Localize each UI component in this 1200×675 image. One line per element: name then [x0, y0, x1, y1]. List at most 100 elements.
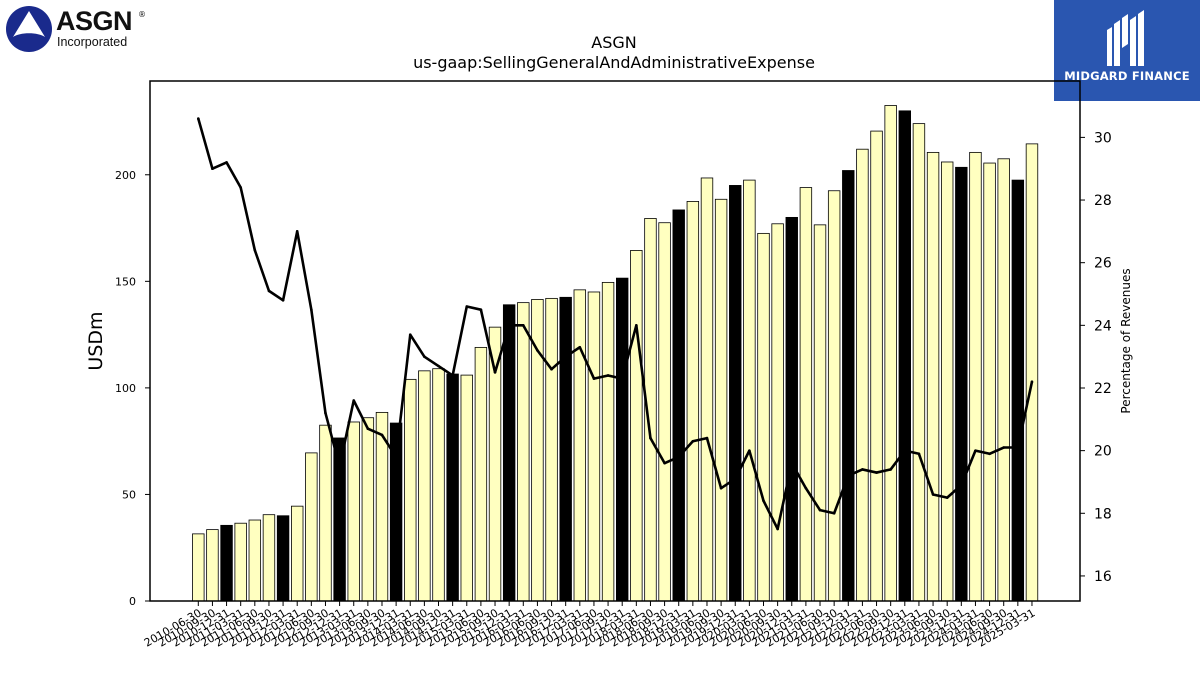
bar-series: [192, 105, 1039, 602]
percentage-point-2019-09-30: [719, 486, 723, 490]
bar-2022-03-31: [856, 148, 869, 602]
percentage-point-2021-09-30: [832, 511, 836, 515]
bar-2011-09-30: [262, 514, 276, 602]
percentage-point-2017-03-31: [578, 345, 582, 349]
bar-2019-06-30: [700, 177, 714, 602]
bar-2020-12-31: [785, 216, 798, 602]
percentage-point-2015-06-30: [479, 308, 483, 311]
percentage-point-2019-03-31: [691, 439, 695, 443]
percentage-point-2011-03-31: [239, 186, 242, 189]
percentage-point-2024-03-31: [974, 449, 977, 452]
percentage-point-2013-06-30: [366, 427, 370, 431]
percentage-point-2013-09-30: [380, 433, 384, 437]
bar-2020-03-31: [743, 179, 756, 602]
bar-2024-09-30: [997, 158, 1010, 602]
bar-2020-09-30: [771, 223, 784, 602]
percentage-point-2020-12-31: [790, 461, 794, 465]
bar-2018-03-31: [630, 250, 643, 602]
percentage-point-2022-06-30: [875, 471, 878, 474]
percentage-point-2018-06-30: [649, 436, 652, 440]
percentage-point-2014-09-30: [437, 364, 440, 368]
percentage-point-2018-12-31: [677, 455, 681, 459]
percentage-point-2012-03-31: [295, 230, 299, 233]
percentage-line-series: [197, 117, 1034, 531]
bar-2022-06-30: [870, 130, 883, 602]
bar-2010-06-30: [192, 533, 205, 602]
bar-2012-06-30: [305, 452, 318, 602]
bar-2018-09-30: [658, 222, 671, 602]
bar-2015-03-31: [460, 374, 473, 602]
asgn-logo-subtitle: Incorporated: [57, 35, 128, 49]
percentage-point-2011-12-31: [281, 298, 285, 302]
bar-2011-03-31: [234, 522, 247, 602]
y-tick-label: 50: [122, 488, 136, 501]
percentage-point-2019-12-31: [733, 477, 737, 481]
bar-2014-09-30: [432, 368, 445, 602]
asgn-registered-mark: ®: [138, 10, 146, 19]
percentage-point-2015-03-31: [465, 305, 469, 308]
percentage-point-2014-06-30: [423, 355, 426, 358]
bar-2024-06-30: [983, 162, 996, 602]
percentage-point-2012-12-31: [338, 465, 341, 468]
percentage-point-2022-03-31: [861, 468, 864, 471]
bar-2016-03-31: [517, 302, 530, 602]
percentage-point-2021-06-30: [818, 508, 822, 512]
bar-2017-06-30: [587, 291, 601, 602]
y2-tick-label: 20: [1094, 444, 1112, 460]
percentage-point-2017-09-30: [606, 374, 610, 377]
bar-2025-03-31: [1025, 143, 1039, 602]
percentage-point-2023-03-31: [917, 452, 921, 456]
bar-2019-03-31: [686, 201, 700, 602]
bar-2012-03-31: [291, 505, 304, 602]
percentage-point-2010-06-30: [197, 117, 200, 120]
bar-2021-12-31: [842, 170, 855, 602]
percentage-point-2017-06-30: [592, 377, 596, 380]
percentage-point-2023-09-30: [945, 496, 949, 499]
percentage-point-2010-12-31: [225, 161, 228, 164]
bar-2016-12-31: [559, 296, 572, 602]
right-y-axis: 16 18 20 22 24 26 28 30: [1080, 130, 1112, 585]
bar-2010-12-31: [220, 524, 233, 602]
percentage-point-2015-09-30: [493, 371, 497, 374]
midgard-logo-name: MIDGARD FINANCE: [1064, 69, 1190, 83]
percentage-point-2011-06-30: [253, 248, 257, 252]
percentage-point-2011-09-30: [267, 289, 271, 293]
midgard-logo-icon: [1107, 10, 1144, 66]
bar-2023-06-30: [926, 151, 940, 602]
chart-title: ASGN: [591, 33, 636, 52]
percentage-point-2021-03-31: [804, 486, 808, 490]
y2-tick-label: 28: [1094, 193, 1112, 209]
bar-2024-12-31: [1011, 179, 1025, 602]
y-axis-label: USDm: [85, 311, 107, 370]
percentage-point-2012-09-30: [324, 411, 327, 415]
bar-2016-09-30: [545, 297, 558, 602]
percentage-point-2023-06-30: [931, 493, 935, 496]
asgn-logo-name: ASGN: [56, 6, 133, 36]
bar-2019-12-31: [729, 185, 742, 602]
percentage-point-2015-12-31: [507, 324, 511, 327]
bar-2023-09-30: [940, 161, 954, 602]
bar-2013-06-30: [361, 417, 375, 602]
percentage-point-2017-12-31: [620, 377, 624, 380]
percentage-point-2013-03-31: [352, 399, 356, 402]
percentage-point-2021-12-31: [846, 474, 850, 478]
percentage-point-2023-12-31: [960, 483, 963, 487]
percentage-point-2024-09-30: [1002, 446, 1006, 449]
percentage-point-2020-06-30: [762, 499, 765, 503]
y2-tick-label: 16: [1094, 569, 1112, 585]
bar-2014-06-30: [418, 370, 431, 602]
y-tick-label: 100: [115, 382, 136, 395]
bar-2013-03-31: [347, 421, 360, 602]
percentage-point-2012-06-30: [310, 308, 313, 311]
y2-tick-label: 30: [1094, 130, 1112, 146]
plot-frame: [149, 80, 1081, 602]
percentage-point-2010-09-30: [211, 167, 214, 171]
percentage-point-2016-06-30: [536, 349, 539, 352]
bar-2023-12-31: [955, 166, 968, 602]
percentage-point-2024-06-30: [988, 452, 991, 456]
bar-2015-12-31: [502, 304, 516, 602]
percentage-point-2022-09-30: [889, 468, 892, 471]
percentage-point-2020-03-31: [748, 449, 751, 452]
bar-2020-06-30: [757, 232, 770, 602]
